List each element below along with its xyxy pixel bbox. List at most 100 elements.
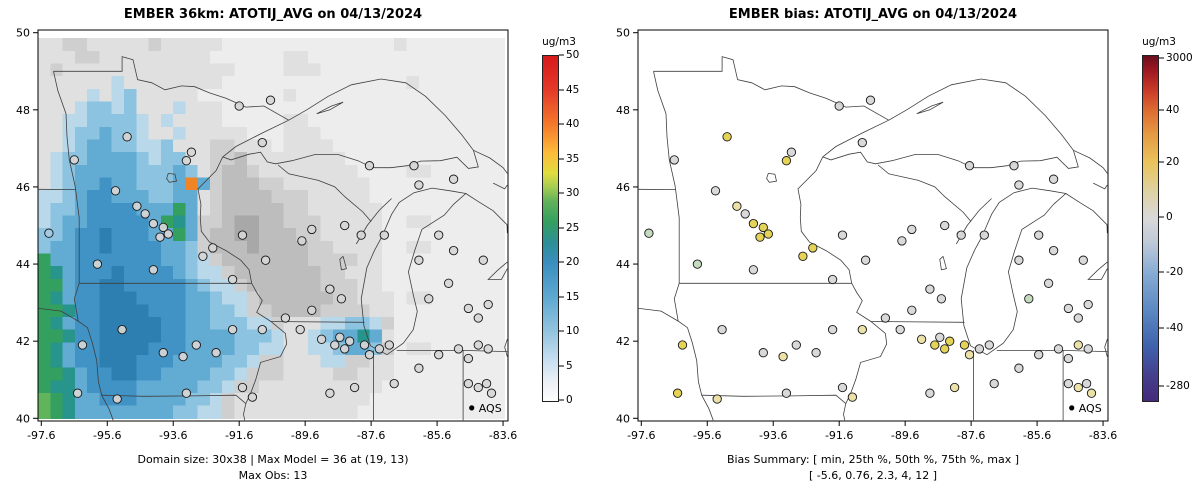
obs-point xyxy=(463,378,474,389)
obs-point xyxy=(424,294,434,304)
obs-point xyxy=(122,132,132,142)
obs-point xyxy=(330,340,340,350)
obs-point xyxy=(964,161,975,171)
obs-point xyxy=(677,340,688,350)
obs-point xyxy=(755,232,765,242)
map-boundary-line xyxy=(822,78,1079,169)
colorbar-tick-label: -280 xyxy=(1166,380,1190,393)
obs-point xyxy=(325,388,335,398)
obs-point xyxy=(473,382,483,393)
map-boundary-line xyxy=(53,71,80,284)
plot-border xyxy=(37,29,509,422)
obs-point xyxy=(181,388,192,398)
axis-ticks: -97.6 -95.6 -93.6 -91.6 -89.6 -87.6 -85.6 -83.6… xyxy=(616,27,1117,442)
obs-point xyxy=(1034,350,1044,360)
colorbar-tick-label: 25 xyxy=(566,221,580,234)
x-tick-label: -93.6 xyxy=(159,429,187,442)
obs-point xyxy=(748,218,759,229)
obs-point xyxy=(837,230,848,240)
obs-point xyxy=(325,284,335,294)
obs-point xyxy=(857,324,867,335)
colorbar-tick-mark xyxy=(1159,109,1164,111)
x-tick-label: -83.6 xyxy=(489,429,517,442)
colorbar-tick-label: 50 xyxy=(566,49,580,61)
obs-point xyxy=(936,294,947,304)
aqs-legend: AQS xyxy=(1069,402,1102,415)
obs-point xyxy=(257,324,267,335)
obs-point xyxy=(117,324,127,335)
obs-point xyxy=(763,229,773,239)
obs-point xyxy=(463,353,474,364)
obs-point xyxy=(1014,180,1024,190)
obs-points xyxy=(44,95,497,404)
obs-point xyxy=(280,313,291,323)
obs-point xyxy=(260,255,271,265)
obs-point xyxy=(1073,340,1083,350)
map-boundary-line xyxy=(243,283,288,421)
obs-point xyxy=(473,313,483,323)
obs-point xyxy=(345,336,355,346)
colorbar-tick-label: 30 xyxy=(566,187,580,199)
obs-point xyxy=(732,201,742,211)
obs-point xyxy=(481,378,492,389)
y-tick-label: 48 xyxy=(16,104,30,117)
map-boundary-line xyxy=(493,182,508,190)
map-boundary-line xyxy=(197,156,253,284)
obs-point xyxy=(364,350,375,360)
obs-point xyxy=(758,348,768,358)
obs-point xyxy=(473,340,483,350)
state-borders xyxy=(638,56,1108,421)
obs-point xyxy=(198,251,208,261)
obs-point xyxy=(907,305,917,315)
model-colorbar-unit-label: ug/m3 xyxy=(542,36,576,48)
colorbar-tick-mark xyxy=(559,123,564,125)
obs-point xyxy=(925,388,935,398)
x-tick-label: -95.6 xyxy=(93,429,121,442)
obs-point xyxy=(155,232,165,242)
obs-point xyxy=(880,313,891,323)
obs-point xyxy=(349,382,360,393)
x-tick-label: -95.6 xyxy=(693,429,721,442)
model-map: -97.6 -95.6 -93.6 -91.6 -89.6 -87.6 -85.6 -83.6… xyxy=(16,27,517,442)
obs-point xyxy=(307,224,317,235)
colorbar-tick-mark xyxy=(1159,57,1164,59)
obs-point xyxy=(897,236,907,246)
obs-point xyxy=(1073,313,1083,323)
obs-point xyxy=(69,155,79,165)
obs-point xyxy=(1034,230,1044,240)
model-colorbar: ug/m3 0 5 10 15 20 25 30 35 40 45 50 xyxy=(540,36,600,426)
obs-point xyxy=(295,324,305,335)
obs-point xyxy=(1014,363,1024,373)
colorbar-tick-label: 20 xyxy=(1166,155,1180,168)
obs-point xyxy=(77,340,88,350)
colorbar-tick-label: 20 xyxy=(566,256,580,268)
colorbar-tick-label: 45 xyxy=(566,83,580,96)
obs-point xyxy=(265,95,276,105)
obs-point xyxy=(798,251,808,261)
bias-panel: EMBER bias: ATOTIJ_AVG on 04/13/2024 -97… xyxy=(600,0,1200,502)
map-boundary-line xyxy=(916,101,944,115)
map-boundary-line xyxy=(487,261,508,280)
map-boundary-line xyxy=(465,193,508,234)
x-tick-label: -93.6 xyxy=(759,429,787,442)
aqs-legend-dot xyxy=(1069,405,1075,411)
obs-point xyxy=(1083,299,1093,310)
colorbar-tick-mark xyxy=(559,296,564,297)
map-boundary-line xyxy=(638,308,679,322)
colorbar-tick-label: 40 xyxy=(566,118,580,130)
obs-point xyxy=(1063,353,1074,364)
obs-point xyxy=(1009,161,1019,171)
y-tick-label: 48 xyxy=(616,104,630,117)
state-borders xyxy=(38,56,508,421)
obs-point xyxy=(1043,278,1054,288)
obs-point xyxy=(163,229,173,239)
obs-point xyxy=(857,137,867,148)
map-boundary-line xyxy=(1073,149,1108,174)
obs-point xyxy=(827,274,838,285)
map-boundary-line xyxy=(877,164,972,222)
obs-point xyxy=(837,382,848,393)
obs-point xyxy=(1063,303,1074,314)
map-boundary-line xyxy=(166,173,177,183)
aqs-legend-label: AQS xyxy=(479,402,502,415)
obs-point xyxy=(989,378,999,389)
